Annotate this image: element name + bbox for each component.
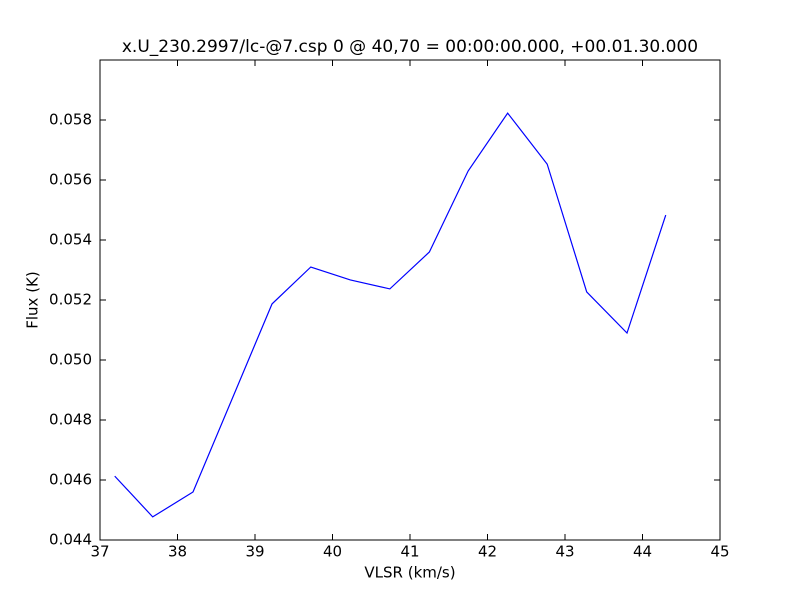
y-tick-label: 0.050 (49, 351, 92, 369)
x-tick-label: 37 (90, 543, 109, 561)
x-axis-label: VLSR (km/s) (364, 564, 455, 582)
x-tick-label: 43 (555, 543, 574, 561)
data-line (114, 112, 667, 518)
y-tick-label: 0.058 (49, 111, 92, 129)
x-tick-label: 39 (245, 543, 264, 561)
x-tick-label: 44 (633, 543, 652, 561)
x-tick-label: 40 (323, 543, 342, 561)
chart-title: x.U_230.2997/lc-@7.csp 0 @ 40,70 = 00:00… (122, 37, 698, 57)
y-tick-label: 0.044 (49, 531, 92, 549)
y-tick-label: 0.056 (49, 171, 92, 189)
y-axis-label: Flux (K) (24, 271, 42, 329)
x-tick-label: 42 (478, 543, 497, 561)
x-tick-label: 38 (168, 543, 187, 561)
y-tick-label: 0.046 (49, 471, 92, 489)
y-tick-label: 0.052 (49, 291, 92, 309)
x-tick-label: 41 (400, 543, 419, 561)
x-tick-label: 45 (710, 543, 729, 561)
y-tick-label: 0.048 (49, 411, 92, 429)
y-tick-label: 0.054 (49, 231, 92, 249)
